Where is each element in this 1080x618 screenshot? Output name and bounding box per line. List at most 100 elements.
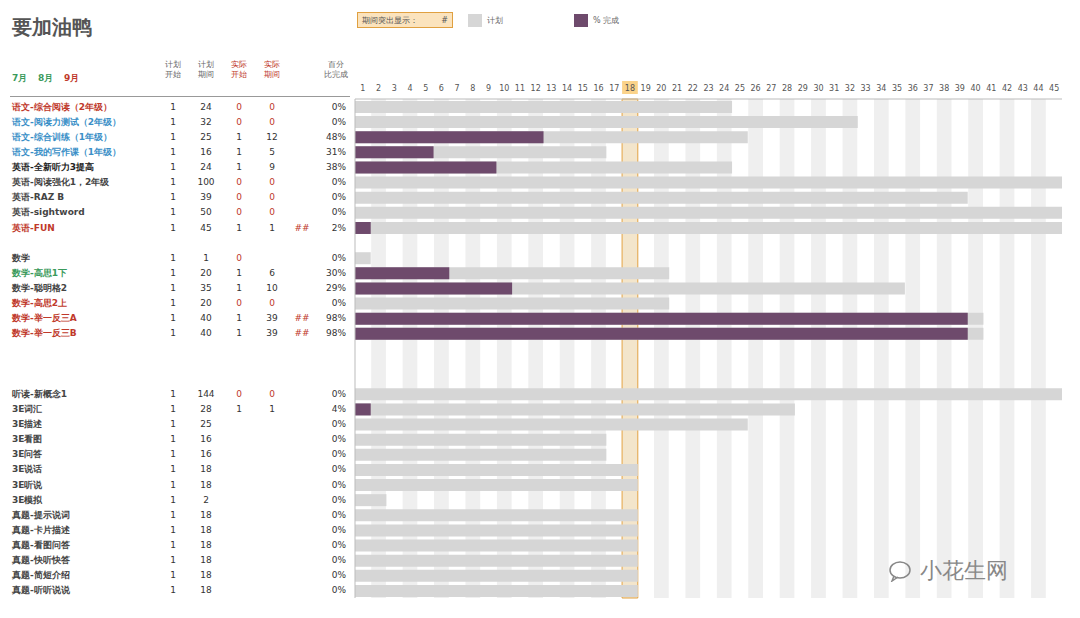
svg-text:26: 26	[751, 84, 761, 93]
svg-text:英语-FUN: 英语-FUN	[11, 223, 55, 233]
svg-text:6: 6	[269, 268, 275, 278]
svg-text:13: 13	[546, 84, 556, 93]
svg-text:1: 1	[170, 540, 176, 550]
svg-text:真题-提示说词: 真题-提示说词	[11, 510, 70, 520]
svg-text:44: 44	[1033, 84, 1043, 93]
svg-text:18: 18	[200, 540, 212, 550]
svg-text:45: 45	[200, 223, 211, 233]
svg-text:23: 23	[703, 84, 713, 93]
svg-text:40: 40	[970, 84, 980, 93]
svg-text:24: 24	[719, 84, 729, 93]
svg-text:1: 1	[170, 177, 176, 187]
svg-text:1: 1	[170, 434, 176, 444]
svg-text:0: 0	[236, 298, 242, 308]
svg-text:18: 18	[200, 480, 212, 490]
svg-text:0%: 0%	[332, 585, 347, 595]
svg-text:1: 1	[170, 328, 176, 338]
svg-text:1: 1	[236, 328, 242, 338]
svg-text:5: 5	[269, 147, 275, 157]
svg-text:31%: 31%	[326, 147, 346, 157]
svg-text:真题-看图问答: 真题-看图问答	[11, 540, 71, 550]
svg-text:0%: 0%	[332, 525, 347, 535]
svg-text:12: 12	[531, 84, 541, 93]
svg-text:1: 1	[170, 585, 176, 595]
svg-text:0: 0	[236, 117, 242, 127]
svg-text:1: 1	[236, 283, 242, 293]
svg-text:18: 18	[200, 464, 212, 474]
svg-text:英语-阅读强化1，2年级: 英语-阅读强化1，2年级	[11, 177, 110, 187]
svg-text:10: 10	[266, 283, 278, 293]
svg-text:22: 22	[688, 84, 698, 93]
svg-text:18: 18	[200, 555, 212, 565]
svg-text:3E说话: 3E说话	[12, 464, 42, 474]
svg-text:21: 21	[672, 84, 682, 93]
svg-text:38: 38	[939, 84, 949, 93]
svg-text:0: 0	[236, 253, 242, 263]
svg-text:18: 18	[200, 570, 212, 580]
svg-text:0%: 0%	[332, 192, 347, 202]
svg-text:11: 11	[515, 84, 525, 93]
svg-text:25: 25	[200, 419, 211, 429]
svg-text:3E描述: 3E描述	[12, 419, 43, 429]
svg-text:1: 1	[170, 480, 176, 490]
svg-text:语文-综合阅读（2年级）: 语文-综合阅读（2年级）	[11, 102, 112, 112]
svg-text:数学-高思2上: 数学-高思2上	[11, 298, 67, 308]
svg-text:37: 37	[923, 84, 933, 93]
svg-text:42: 42	[1002, 84, 1012, 93]
svg-text:3E问答: 3E问答	[12, 449, 43, 459]
svg-text:2: 2	[203, 495, 209, 505]
svg-text:1: 1	[236, 404, 242, 414]
svg-text:40: 40	[200, 313, 212, 323]
svg-text:0%: 0%	[332, 449, 347, 459]
svg-text:33: 33	[861, 84, 871, 93]
svg-text:1: 1	[236, 223, 242, 233]
svg-text:50: 50	[200, 207, 212, 217]
svg-text:0: 0	[236, 102, 242, 112]
svg-text:9: 9	[486, 84, 491, 93]
svg-text:1: 1	[236, 132, 242, 142]
svg-text:1: 1	[170, 419, 176, 429]
svg-text:英语-RAZ B: 英语-RAZ B	[11, 192, 64, 202]
svg-text:2%: 2%	[332, 223, 347, 233]
svg-text:1: 1	[170, 495, 176, 505]
svg-text:16: 16	[593, 84, 603, 93]
svg-text:数学-高思1下: 数学-高思1下	[11, 268, 67, 278]
svg-text:144: 144	[197, 389, 214, 399]
svg-text:27: 27	[766, 84, 776, 93]
svg-text:3E听说: 3E听说	[12, 480, 43, 490]
svg-text:3: 3	[392, 84, 397, 93]
svg-text:0%: 0%	[332, 434, 347, 444]
svg-text:0: 0	[269, 207, 275, 217]
svg-text:39: 39	[200, 192, 212, 202]
svg-text:0%: 0%	[332, 298, 347, 308]
svg-text:1: 1	[170, 555, 176, 565]
svg-text:19: 19	[641, 84, 651, 93]
svg-text:25: 25	[735, 84, 745, 93]
svg-text:0%: 0%	[332, 117, 347, 127]
svg-text:##: ##	[294, 223, 309, 233]
svg-text:0%: 0%	[332, 177, 347, 187]
svg-text:真题-卡片描述: 真题-卡片描述	[11, 525, 71, 535]
svg-text:##: ##	[294, 328, 309, 338]
svg-text:听读-新概念1: 听读-新概念1	[12, 389, 67, 399]
svg-text:43: 43	[1018, 84, 1028, 93]
svg-text:35: 35	[200, 283, 211, 293]
svg-text:8: 8	[470, 84, 475, 93]
svg-text:语文-综合训练（1年级）: 语文-综合训练（1年级）	[11, 132, 112, 142]
svg-text:数学-聪明格2: 数学-聪明格2	[11, 283, 67, 293]
svg-text:32: 32	[200, 117, 211, 127]
svg-text:1: 1	[236, 268, 242, 278]
svg-text:0: 0	[236, 192, 242, 202]
svg-text:1: 1	[236, 313, 242, 323]
svg-text:0: 0	[269, 298, 275, 308]
svg-text:1: 1	[170, 570, 176, 580]
svg-text:24: 24	[200, 162, 212, 172]
svg-text:1: 1	[269, 223, 275, 233]
svg-text:31: 31	[829, 84, 839, 93]
svg-text:16: 16	[200, 449, 212, 459]
svg-text:0%: 0%	[332, 495, 347, 505]
svg-text:35: 35	[892, 84, 902, 93]
svg-text:1: 1	[170, 102, 176, 112]
svg-text:1: 1	[360, 84, 365, 93]
svg-text:38%: 38%	[326, 162, 346, 172]
